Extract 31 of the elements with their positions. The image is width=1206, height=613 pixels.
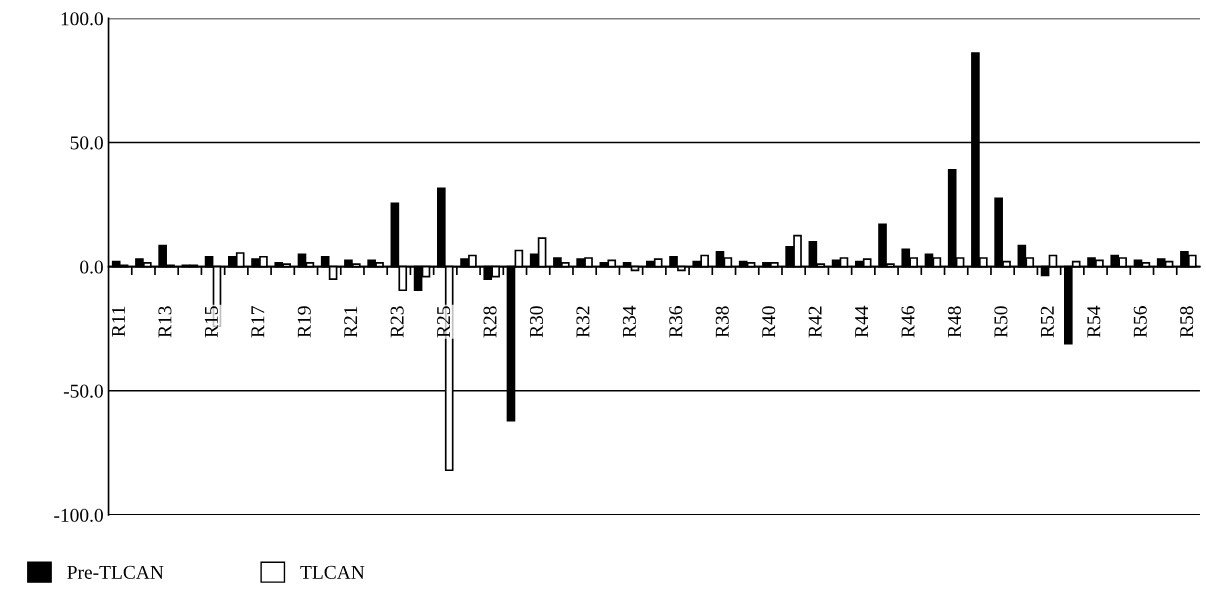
x-tick-label: R32 [576,306,590,338]
x-tick-label: R28 [483,306,497,338]
x-tick-label: R54 [1087,305,1101,338]
y-tick-label: -50.0 [63,384,103,398]
x-tick-label: R34 [622,305,636,338]
x-tick-label: R25 [437,306,451,338]
y-tick-label: 50.0 [70,136,103,150]
x-tick-label: R15 [204,306,218,338]
y-tick-label: 100.0 [61,12,103,26]
x-tick-label: R46 [901,306,915,338]
x-tick-label: R23 [390,306,404,338]
y-tick-label: 0.0 [80,260,103,274]
legend-label: TLCAN [300,565,365,579]
x-tick-label: R13 [158,306,172,338]
x-tick-label: R52 [1040,306,1054,338]
x-tick-label: R30 [529,306,544,338]
y-tick-label: -100.0 [54,508,103,522]
legend-label: Pre-TLCAN [67,565,164,579]
x-tick-label: R58 [1180,306,1194,338]
x-tick-label: R36 [669,306,683,338]
x-tick-label: R44 [855,305,868,338]
x-tick-label: R11 [111,306,125,337]
x-tick-label: R40 [762,306,776,338]
x-tick-label: R38 [715,306,729,338]
x-tick-label: R19 [297,306,311,338]
x-tick-label: R56 [1133,306,1147,338]
x-tick-label: R17 [251,306,265,338]
x-tick-label: R42 [808,306,822,338]
x-tick-label: R50 [994,306,1008,338]
x-tick-label: R48 [947,306,962,338]
x-tick-label: R21 [344,306,358,338]
